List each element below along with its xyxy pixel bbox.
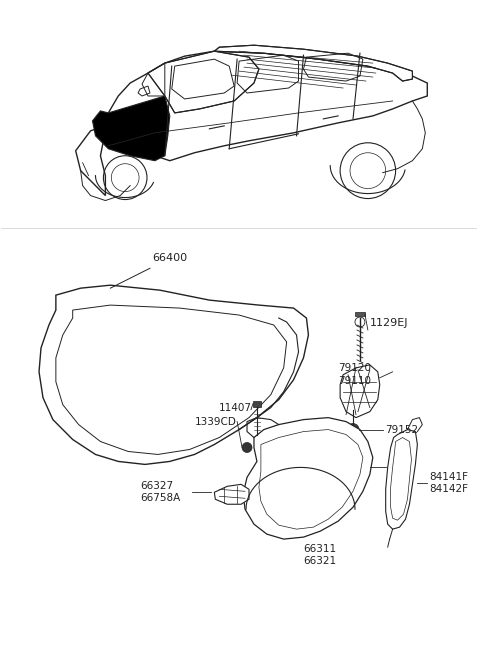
Circle shape	[347, 424, 359, 436]
Polygon shape	[355, 312, 365, 316]
Text: 66327: 66327	[140, 481, 173, 491]
Polygon shape	[243, 418, 373, 539]
Polygon shape	[93, 96, 170, 160]
Text: 84141F: 84141F	[429, 472, 468, 482]
Polygon shape	[148, 51, 259, 113]
Text: 66321: 66321	[303, 556, 336, 566]
Polygon shape	[340, 365, 380, 418]
Polygon shape	[39, 285, 309, 464]
Text: 66758A: 66758A	[140, 493, 180, 503]
Circle shape	[242, 443, 252, 453]
Text: 79110: 79110	[338, 376, 371, 386]
Text: 66400: 66400	[152, 253, 187, 263]
Text: 66311: 66311	[303, 544, 336, 554]
Text: 79120: 79120	[338, 363, 371, 373]
Polygon shape	[253, 401, 261, 407]
Text: 84142F: 84142F	[429, 484, 468, 495]
Polygon shape	[386, 430, 418, 529]
Text: 1129EJ: 1129EJ	[370, 318, 408, 328]
Text: 1339CD: 1339CD	[194, 417, 237, 426]
Polygon shape	[215, 484, 249, 504]
Text: 79152: 79152	[384, 424, 418, 434]
Polygon shape	[215, 45, 412, 81]
Text: 11407: 11407	[219, 403, 252, 413]
